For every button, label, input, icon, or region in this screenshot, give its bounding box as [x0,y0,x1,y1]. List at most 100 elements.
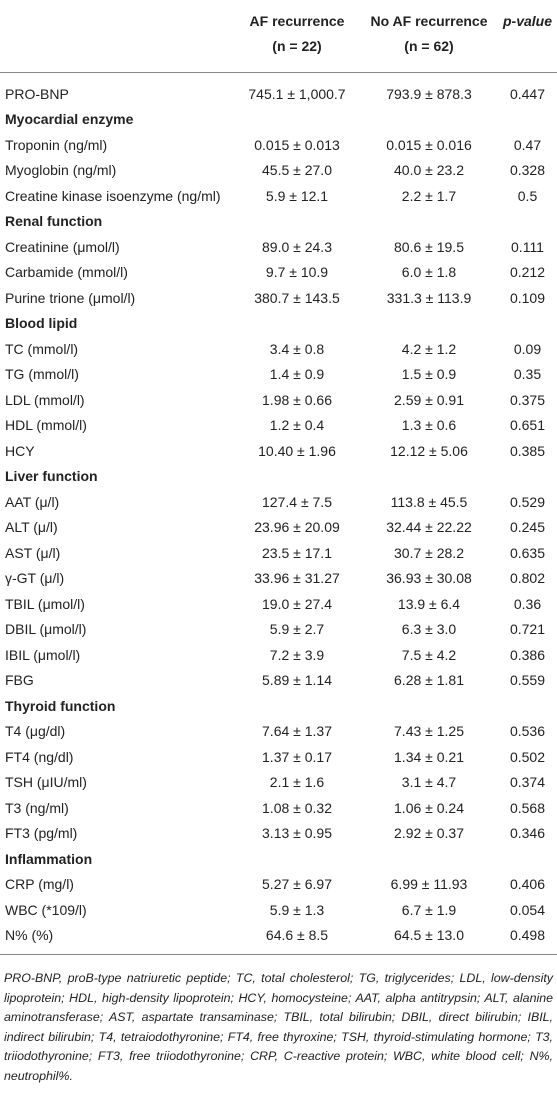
data-row: TSH (μIU/ml) 2.1 ± 1.6 3.1 ± 4.7 0.374 [0,770,557,796]
p-value: 0.245 [509,519,546,536]
no-af-value: 2.59 ± 0.91 [394,391,464,408]
row-label: Troponin (ng/ml) [5,136,108,153]
af-value: 3.4 ± 0.8 [269,340,325,357]
row-label: WBC (*109/l) [5,901,87,918]
no-af-value: 6.3 ± 3.0 [401,621,457,638]
header-cell: p-value [502,13,552,29]
row-label: HDL (mmol/l) [5,417,87,434]
af-value: 64.6 ± 8.5 [234,922,360,955]
p-value: 0.635 [509,544,546,561]
data-row: Creatine kinase isoenzyme (ng/ml) 5.9 ± 1… [0,183,557,209]
p-value: 0.498 [498,922,557,955]
p-value: 0.721 [509,621,546,638]
data-row: Creatinine (μmol/l) 89.0 ± 24.3 80.6 ± 19.… [0,234,557,260]
row-label: Creatinine (μmol/l) [5,238,120,255]
header-row: (n = 22) (n = 62) [0,36,557,73]
row-label: Carbamide (mmol/l) [5,264,128,281]
af-value: 23.96 ± 20.09 [254,519,340,536]
af-value: 1.2 ± 0.4 [269,417,325,434]
no-af-value: 30.7 ± 28.2 [394,544,464,561]
af-value: 89.0 ± 24.3 [262,238,332,255]
row-label: T4 (μg/dl) [5,723,66,740]
data-row: Troponin (ng/ml) 0.015 ± 0.013 0.015 ± 0.0… [0,132,557,158]
section-heading: Renal function [5,213,103,230]
header-cell: (n = 62) [360,36,498,73]
p-value: 0.328 [509,162,546,179]
data-row: WBC (*109/l) 5.9 ± 1.3 6.7 ± 1.9 0.054 [0,897,557,923]
header-cell [0,36,234,73]
header-cell: (n = 22) [234,36,360,73]
data-row: AAT (μ/l) 127.4 ± 7.5 113.8 ± 45.5 0.529 [0,489,557,515]
data-row: CRP (mg/l) 5.27 ± 6.97 6.99 ± 11.93 0.406 [0,872,557,898]
section-heading: Blood lipid [5,315,78,332]
p-value: 0.054 [509,901,546,918]
no-af-value: 40.0 ± 23.2 [394,162,464,179]
section-row: Myocardial enzyme [0,107,557,133]
no-af-value: 12.12 ± 5.06 [390,442,468,459]
data-table: AF recurrence No AF recurrence p-value (… [0,0,557,955]
row-label: FT4 (ng/dl) [5,748,74,765]
header-row: AF recurrence No AF recurrence p-value [0,0,557,36]
row-label: LDL (mmol/l) [5,391,85,408]
p-value: 0.346 [509,825,546,842]
p-value: 0.385 [509,442,546,459]
no-af-value: 1.06 ± 0.24 [394,799,464,816]
footnote: PRO-BNP, proB-type natriuretic peptide; … [4,971,553,1083]
no-af-value: 1.3 ± 0.6 [401,417,457,434]
no-af-value: 6.99 ± 11.93 [390,876,468,893]
no-af-value: 7.5 ± 4.2 [401,646,457,663]
af-value: 3.13 ± 0.95 [262,825,332,842]
af-value: 2.1 ± 1.6 [269,774,325,791]
p-value: 0.212 [509,264,546,281]
no-af-value: 2.2 ± 1.7 [401,187,457,204]
row-label: T3 (ng/ml) [5,799,69,816]
row-label: TG (mmol/l) [5,366,79,383]
p-value: 0.386 [509,646,546,663]
no-af-value: 4.2 ± 1.2 [401,340,457,357]
af-value: 5.9 ± 12.1 [265,187,329,204]
row-label: DBIL (μmol/l) [5,621,87,638]
row-label: AAT (μ/l) [5,493,60,510]
af-value: 19.0 ± 27.4 [262,595,332,612]
p-value: 0.109 [509,289,546,306]
data-row: γ-GT (μ/l) 33.96 ± 31.27 36.93 ± 30.08 0.80… [0,566,557,592]
p-value: 0.111 [511,238,544,255]
no-af-value: 0.015 ± 0.016 [386,136,472,153]
data-row: PRO-BNP 745.1 ± 1,000.7 793.9 ± 878.3 0.447 [0,73,557,107]
data-row: Myoglobin (ng/ml) 45.5 ± 27.0 40.0 ± 23.2 0… [0,158,557,184]
p-value: 0.536 [509,723,546,740]
section-heading: Liver function [5,468,98,485]
af-value: 9.7 ± 10.9 [265,264,329,281]
no-af-value: 1.34 ± 0.21 [394,748,464,765]
header-cell: No AF recurrence [370,13,488,29]
data-row: AST (μ/l) 23.5 ± 17.1 30.7 ± 28.2 0.635 [0,540,557,566]
af-value: 1.37 ± 0.17 [262,748,332,765]
data-row: T3 (ng/ml) 1.08 ± 0.32 1.06 ± 0.24 0.568 [0,795,557,821]
p-value: 0.447 [509,85,546,102]
row-label: TC (mmol/l) [5,340,79,357]
row-label: CRP (mg/l) [5,876,74,893]
af-value: 380.7 ± 143.5 [254,289,340,306]
data-row: N% (%) 64.6 ± 8.5 64.5 ± 13.0 0.498 [0,922,557,955]
row-label: ALT (μ/l) [5,519,58,536]
af-value: 7.64 ± 1.37 [262,723,332,740]
data-row: FBG 5.89 ± 1.14 6.28 ± 1.81 0.559 [0,668,557,694]
data-row: DBIL (μmol/l) 5.9 ± 2.7 6.3 ± 3.0 0.721 [0,617,557,643]
section-heading: Myocardial enzyme [5,111,134,128]
af-value: 5.9 ± 1.3 [269,901,325,918]
no-af-value: 6.0 ± 1.8 [401,264,457,281]
af-value: 1.4 ± 0.9 [269,366,325,383]
no-af-value: 64.5 ± 13.0 [360,922,498,955]
no-af-value: 1.5 ± 0.9 [401,366,457,383]
section-heading: Inflammation [5,850,93,867]
no-af-value: 113.8 ± 45.5 [390,493,468,510]
af-value: 10.40 ± 1.96 [258,442,336,459]
data-row: LDL (mmol/l) 1.98 ± 0.66 2.59 ± 0.91 0.375 [0,387,557,413]
no-af-value: 793.9 ± 878.3 [386,85,472,102]
section-row: Liver function [0,464,557,490]
af-value: 5.9 ± 2.7 [269,621,325,638]
af-value: 5.27 ± 6.97 [262,876,332,893]
p-value: 0.559 [509,672,546,689]
data-row: TC (mmol/l) 3.4 ± 0.8 4.2 ± 1.2 0.09 [0,336,557,362]
